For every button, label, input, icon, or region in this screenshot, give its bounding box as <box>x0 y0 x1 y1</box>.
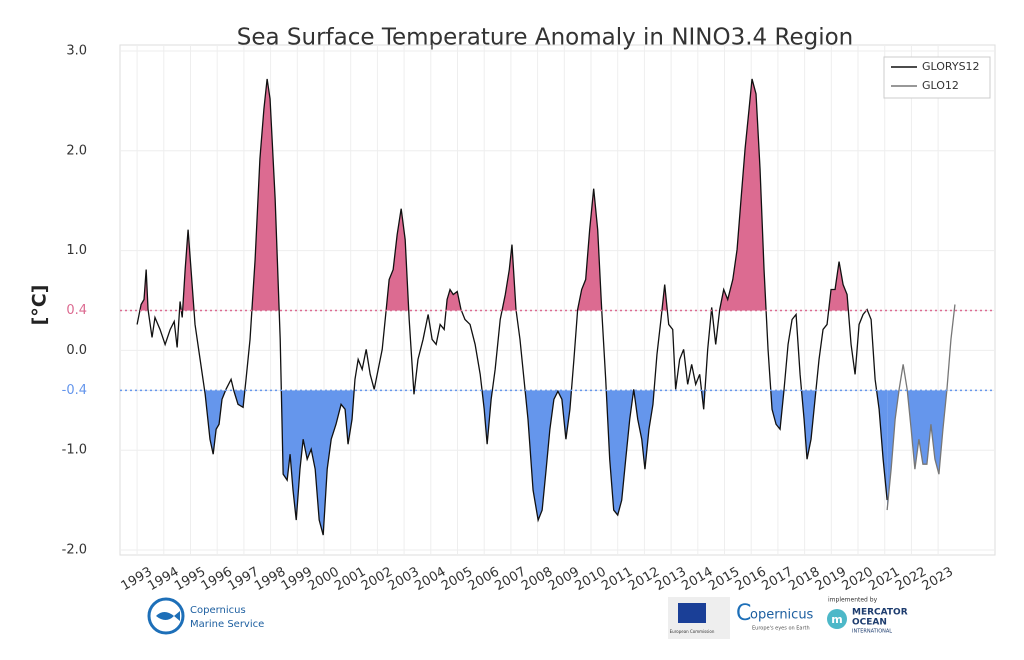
y-tick-label: 3.0 <box>66 43 87 58</box>
above-threshold-fill <box>137 78 888 311</box>
cms-fish <box>156 611 180 621</box>
y-tick-label: 1.0 <box>66 243 87 258</box>
footer: Copernicus Marine Service European Commi… <box>147 597 908 639</box>
copernicus-tagline: Europe's eyes on Earth <box>752 626 810 632</box>
cms-text: Copernicus <box>190 605 246 616</box>
y-tick-label: -0.4 <box>62 383 87 398</box>
copernicus-text: opernicus <box>750 608 814 623</box>
series-line <box>136 78 888 536</box>
cms-logo <box>147 597 185 635</box>
copernicus-c: C <box>736 601 751 626</box>
y-tick-label: -2.0 <box>62 543 87 558</box>
y-tick-label: -1.0 <box>62 443 87 458</box>
chart-title: Sea Surface Temperature Anomaly in NINO3… <box>237 25 854 51</box>
mercator-text: MERCATOR <box>852 608 908 618</box>
plot-area <box>119 44 996 556</box>
legend: GLORYS12 GLO12 <box>883 56 991 99</box>
eu-flag <box>678 603 706 623</box>
legend-label: GLORYS12 <box>922 60 980 73</box>
x-tick-label: 2023 <box>920 565 956 595</box>
legend-box <box>883 56 991 99</box>
y-tick-label: 0.4 <box>66 303 87 318</box>
legend-label: GLO12 <box>922 79 959 92</box>
implemented-by: implemented by <box>828 597 878 604</box>
y-tick-label: 0.0 <box>66 343 87 358</box>
mercator-text: INTERNATIONAL <box>852 629 892 635</box>
mercator-m: m <box>831 613 842 626</box>
below-threshold-fill <box>137 390 888 536</box>
mercator-text: OCEAN <box>852 618 887 628</box>
ec-text: European Commission <box>670 629 715 634</box>
cms-text: Marine Service <box>190 619 264 630</box>
mercator-logo <box>827 609 847 629</box>
lines <box>120 78 995 536</box>
series-line <box>886 304 956 511</box>
y-axis-label: [°C] <box>29 285 51 326</box>
y-tick-label: 2.0 <box>66 143 87 158</box>
